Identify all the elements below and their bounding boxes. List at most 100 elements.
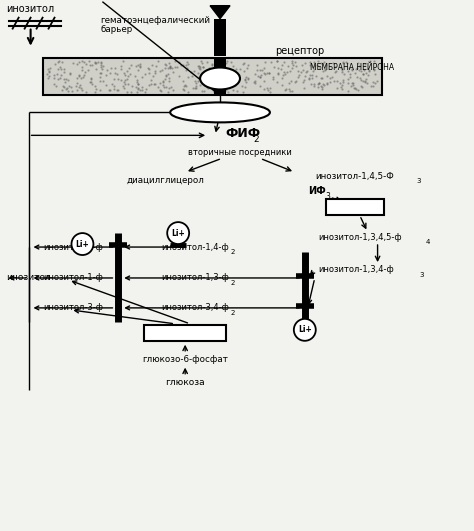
Point	[285, 84, 292, 93]
Point	[111, 68, 119, 77]
Point	[120, 84, 128, 92]
Point	[215, 67, 223, 76]
Point	[92, 59, 100, 67]
Point	[146, 65, 153, 73]
Point	[333, 66, 340, 75]
Point	[64, 76, 72, 84]
Point	[125, 64, 133, 72]
Point	[344, 79, 351, 87]
Point	[99, 65, 106, 73]
Point	[357, 76, 365, 84]
Point	[209, 85, 217, 94]
Point	[212, 71, 220, 80]
Point	[50, 80, 57, 88]
Point	[233, 73, 241, 82]
Point	[126, 70, 134, 78]
Point	[270, 75, 277, 83]
Point	[216, 68, 223, 77]
Point	[197, 56, 205, 65]
Point	[222, 81, 230, 89]
Point	[266, 83, 274, 92]
Point	[310, 82, 318, 90]
Point	[251, 79, 258, 88]
Point	[211, 81, 219, 89]
Point	[298, 61, 306, 70]
Point	[294, 72, 302, 81]
Point	[370, 57, 378, 65]
Text: рецептор: рецептор	[275, 46, 324, 56]
Point	[195, 73, 203, 81]
Point	[345, 64, 353, 72]
Text: барьер: барьер	[100, 25, 133, 34]
Point	[151, 69, 159, 78]
Point	[339, 78, 347, 86]
Point	[134, 84, 142, 92]
Point	[251, 70, 259, 78]
Point	[134, 80, 142, 88]
Text: инозитол-1,4-ф: инозитол-1,4-ф	[161, 243, 229, 252]
Point	[123, 66, 130, 75]
Bar	[214, 57, 226, 96]
Point	[85, 56, 93, 65]
Point	[204, 81, 212, 90]
Point	[138, 85, 146, 94]
Point	[291, 78, 299, 86]
Point	[260, 76, 268, 85]
Point	[330, 77, 338, 85]
Point	[324, 72, 331, 81]
Point	[216, 56, 224, 65]
Point	[180, 85, 188, 94]
Point	[120, 69, 128, 78]
Point	[367, 82, 375, 90]
Point	[66, 82, 73, 90]
Point	[351, 83, 358, 92]
Text: инозитол-4-ф: инозитол-4-ф	[44, 243, 103, 252]
Point	[292, 77, 300, 85]
Point	[75, 72, 82, 81]
Point	[203, 58, 211, 67]
Point	[241, 75, 248, 83]
Point	[243, 78, 250, 87]
Point	[364, 71, 371, 80]
Point	[156, 67, 164, 75]
Point	[110, 82, 118, 90]
Point	[172, 56, 179, 65]
Text: МЕМБРАНА НЕЙРОНА: МЕМБРАНА НЕЙРОНА	[310, 63, 394, 72]
Point	[55, 58, 62, 66]
Point	[180, 81, 188, 90]
Text: инозитол: инозитол	[6, 4, 54, 14]
Point	[356, 74, 364, 82]
Point	[216, 65, 224, 73]
Point	[292, 58, 299, 67]
Point	[179, 77, 187, 85]
Point	[357, 82, 365, 90]
Point	[96, 86, 104, 95]
Point	[221, 82, 229, 91]
Point	[317, 59, 324, 68]
Ellipse shape	[170, 102, 270, 122]
Point	[283, 67, 291, 76]
Point	[110, 75, 118, 83]
Point	[236, 65, 244, 74]
Point	[136, 59, 144, 68]
Point	[362, 69, 370, 78]
Point	[231, 75, 239, 84]
Point	[63, 84, 70, 93]
Point	[54, 64, 62, 73]
Text: ИФ: ИФ	[308, 186, 326, 196]
Point	[153, 62, 160, 71]
Point	[145, 68, 153, 77]
Point	[371, 70, 379, 78]
Bar	[43, 57, 382, 96]
Point	[58, 58, 66, 66]
Text: глюкозо-6-фосфат: глюкозо-6-фосфат	[142, 355, 228, 364]
Point	[240, 67, 247, 75]
Point	[319, 80, 327, 88]
Point	[103, 66, 110, 74]
Point	[159, 78, 167, 87]
Point	[147, 80, 155, 89]
Point	[281, 70, 289, 78]
Point	[288, 58, 296, 67]
Point	[338, 84, 346, 93]
Point	[77, 74, 85, 82]
